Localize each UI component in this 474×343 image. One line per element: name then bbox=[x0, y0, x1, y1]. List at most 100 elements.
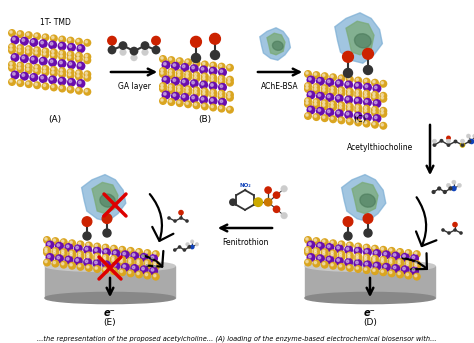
Circle shape bbox=[339, 265, 342, 267]
Circle shape bbox=[182, 80, 185, 83]
Circle shape bbox=[10, 35, 19, 45]
Circle shape bbox=[398, 260, 400, 262]
Circle shape bbox=[103, 268, 106, 270]
Circle shape bbox=[162, 75, 171, 84]
Circle shape bbox=[178, 74, 180, 76]
Circle shape bbox=[312, 101, 320, 109]
Circle shape bbox=[93, 265, 101, 273]
Circle shape bbox=[178, 71, 180, 73]
Circle shape bbox=[10, 31, 12, 33]
Circle shape bbox=[307, 240, 316, 249]
Circle shape bbox=[68, 73, 71, 76]
Circle shape bbox=[331, 105, 333, 107]
Circle shape bbox=[396, 258, 404, 266]
Circle shape bbox=[127, 269, 135, 277]
Circle shape bbox=[404, 249, 412, 257]
Circle shape bbox=[83, 258, 92, 267]
Circle shape bbox=[393, 266, 396, 269]
Circle shape bbox=[25, 31, 33, 39]
Circle shape bbox=[8, 64, 16, 72]
Circle shape bbox=[318, 94, 320, 96]
Circle shape bbox=[363, 105, 371, 113]
Circle shape bbox=[121, 263, 130, 272]
Circle shape bbox=[184, 88, 192, 96]
Circle shape bbox=[82, 217, 92, 226]
Circle shape bbox=[356, 120, 358, 123]
Circle shape bbox=[27, 68, 29, 70]
Circle shape bbox=[346, 117, 354, 126]
Circle shape bbox=[187, 245, 191, 249]
Circle shape bbox=[154, 262, 156, 264]
Circle shape bbox=[201, 103, 209, 110]
Circle shape bbox=[167, 83, 175, 91]
Circle shape bbox=[162, 91, 171, 99]
Circle shape bbox=[186, 243, 189, 246]
Circle shape bbox=[176, 84, 184, 92]
Circle shape bbox=[391, 251, 400, 261]
Circle shape bbox=[8, 60, 16, 69]
Circle shape bbox=[173, 79, 176, 81]
Circle shape bbox=[346, 91, 354, 98]
Circle shape bbox=[365, 106, 367, 109]
Circle shape bbox=[135, 271, 143, 279]
Circle shape bbox=[167, 68, 175, 76]
Circle shape bbox=[354, 243, 362, 250]
Circle shape bbox=[413, 263, 421, 271]
Circle shape bbox=[62, 240, 64, 243]
Circle shape bbox=[354, 265, 362, 273]
Circle shape bbox=[346, 247, 349, 250]
Circle shape bbox=[120, 248, 122, 250]
Circle shape bbox=[39, 57, 48, 66]
Circle shape bbox=[339, 118, 342, 120]
Circle shape bbox=[219, 64, 222, 67]
Circle shape bbox=[22, 74, 25, 76]
Circle shape bbox=[167, 98, 175, 106]
Circle shape bbox=[209, 104, 217, 111]
Circle shape bbox=[29, 38, 38, 47]
Circle shape bbox=[365, 80, 367, 82]
Circle shape bbox=[218, 93, 226, 100]
Circle shape bbox=[169, 58, 172, 60]
Circle shape bbox=[161, 99, 163, 101]
Circle shape bbox=[162, 60, 171, 70]
Circle shape bbox=[356, 108, 358, 111]
Circle shape bbox=[344, 110, 353, 119]
Circle shape bbox=[68, 87, 71, 90]
Circle shape bbox=[112, 257, 114, 259]
Circle shape bbox=[253, 197, 263, 207]
Circle shape bbox=[365, 268, 367, 270]
Circle shape bbox=[365, 115, 368, 118]
Circle shape bbox=[25, 63, 33, 71]
Ellipse shape bbox=[360, 194, 375, 207]
Circle shape bbox=[404, 272, 412, 280]
Circle shape bbox=[74, 244, 83, 253]
Circle shape bbox=[60, 248, 68, 256]
Circle shape bbox=[178, 245, 182, 249]
Circle shape bbox=[201, 60, 209, 69]
Circle shape bbox=[373, 247, 375, 249]
Circle shape bbox=[120, 49, 126, 56]
Circle shape bbox=[76, 240, 84, 248]
Circle shape bbox=[453, 228, 457, 232]
Circle shape bbox=[199, 66, 208, 74]
Circle shape bbox=[42, 51, 49, 59]
Circle shape bbox=[27, 47, 29, 49]
Circle shape bbox=[388, 269, 396, 277]
Circle shape bbox=[167, 86, 175, 94]
Circle shape bbox=[322, 74, 325, 76]
Circle shape bbox=[356, 267, 358, 269]
Circle shape bbox=[53, 251, 55, 254]
Circle shape bbox=[371, 79, 379, 87]
Circle shape bbox=[447, 231, 451, 235]
Circle shape bbox=[343, 51, 354, 62]
Circle shape bbox=[306, 87, 308, 89]
Circle shape bbox=[182, 95, 185, 98]
Circle shape bbox=[10, 48, 12, 51]
Circle shape bbox=[144, 272, 151, 280]
Circle shape bbox=[52, 50, 54, 52]
Circle shape bbox=[371, 94, 379, 102]
Circle shape bbox=[176, 99, 184, 107]
Circle shape bbox=[415, 274, 417, 277]
Circle shape bbox=[75, 38, 83, 46]
Circle shape bbox=[461, 143, 465, 147]
